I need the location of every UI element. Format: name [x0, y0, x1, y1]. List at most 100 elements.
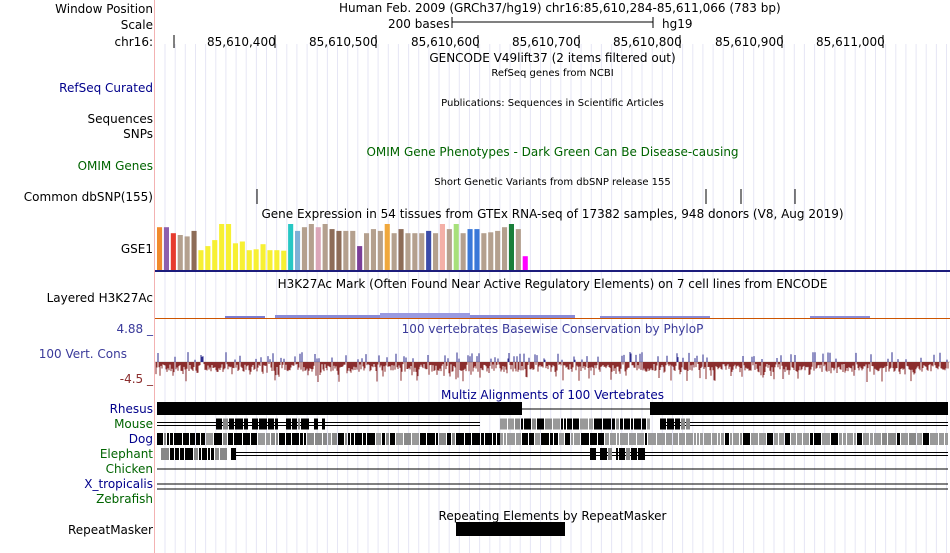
- alignment-block: [667, 418, 674, 430]
- alignment-block-weak: [679, 433, 680, 445]
- omim-track-label[interactable]: OMIM Genes: [77, 159, 153, 173]
- alignment-block: [524, 418, 531, 430]
- alignment-block-weak: [507, 433, 515, 445]
- alignment-block: [681, 418, 685, 430]
- gtex-bar: [502, 227, 508, 270]
- alignment-block: [537, 418, 544, 430]
- gtex-bar: [301, 227, 307, 270]
- alignment-block: [304, 433, 306, 445]
- ruler-tick-label: 85,610,600: [411, 35, 480, 49]
- alignment-block: [228, 433, 233, 445]
- species-label-elephant[interactable]: Elephant: [99, 447, 153, 461]
- species-label-zebrafish[interactable]: Zebrafish: [96, 492, 153, 506]
- publications-track-title[interactable]: Publications: Sequences in Scientific Ar…: [441, 98, 664, 109]
- alignment-block: [831, 433, 838, 445]
- alignment-block-weak: [516, 433, 521, 445]
- alignment-block: [564, 418, 566, 430]
- alignment-block: [404, 433, 411, 445]
- gtex-bar: [384, 224, 390, 270]
- alignment-block: [515, 418, 520, 430]
- h3k27ac-track-label[interactable]: Layered H3K27Ac: [46, 291, 153, 305]
- alignment-block: [660, 418, 666, 430]
- alignment-block: [767, 433, 773, 445]
- conservation-track-title[interactable]: 100 vertebrates Basewise Conservation by…: [401, 322, 704, 336]
- omim-track-title[interactable]: OMIM Gene Phenotypes - Dark Green Can Be…: [366, 145, 739, 159]
- alignment-block: [292, 433, 299, 445]
- species-label-x-tropicalis[interactable]: X_tropicalis: [84, 477, 153, 491]
- gtex-bar: [439, 224, 445, 270]
- alignment-block: [259, 418, 267, 430]
- species-label-rhesus[interactable]: Rhesus: [109, 402, 153, 416]
- alignment-block: [634, 418, 641, 430]
- alignment-block: [214, 433, 222, 445]
- alignment-block: [307, 433, 314, 445]
- h3k27ac-track-title[interactable]: H3K27Ac Mark (Often Found Near Active Re…: [277, 277, 828, 291]
- alignment-block-weak: [721, 433, 724, 445]
- alignment-block: [382, 433, 385, 445]
- repeatmasker-track-title[interactable]: Repeating Elements by RepeatMasker: [438, 509, 667, 523]
- sequences-track-label[interactable]: Sequences: [87, 112, 153, 126]
- conservation-track-label[interactable]: 100 Vert. Cons: [38, 347, 127, 361]
- species-label-mouse[interactable]: Mouse: [114, 417, 153, 431]
- gtex-bar: [522, 256, 528, 270]
- gtex-bar: [336, 230, 342, 270]
- alignment-block: [573, 418, 579, 430]
- scale-bar-label: 200 bases: [388, 17, 450, 31]
- repeatmasker-track-label[interactable]: RepeatMasker: [67, 523, 153, 537]
- alignment-block: [355, 433, 362, 445]
- gencode-track-title[interactable]: GENCODE V49lift37 (2 items filtered out): [429, 51, 676, 65]
- alignment-block: [220, 448, 227, 460]
- alignment-block: [338, 433, 344, 445]
- ruler-tick-label: 85,610,500: [309, 35, 378, 49]
- gtex-bar: [246, 250, 252, 270]
- dbsnp-track-label[interactable]: Common dbSNP(155): [23, 190, 153, 204]
- gtex-track-title[interactable]: Gene Expression in 54 tissues from GTEx …: [261, 207, 844, 221]
- alignment-block: [545, 418, 552, 430]
- snps-track-label[interactable]: SNPs: [123, 127, 153, 141]
- alignment-block: [231, 448, 236, 460]
- alignment-block-weak: [839, 433, 842, 445]
- alignment-block: [363, 433, 366, 445]
- alignment-block: [857, 433, 862, 445]
- alignment-block-weak: [657, 433, 665, 445]
- alignment-block: [481, 433, 484, 445]
- alignment-block-weak: [843, 433, 846, 445]
- dbsnp-track-title[interactable]: Short Genetic Variants from dbSNP releas…: [434, 177, 671, 188]
- alignment-block: [251, 433, 257, 445]
- gtex-bar: [260, 244, 266, 270]
- multiz-track-title[interactable]: Multiz Alignments of 100 Vertebrates: [440, 388, 665, 402]
- conservation-max-label: 4.88 _: [116, 322, 153, 336]
- alignment-block-weak: [589, 418, 593, 430]
- species-label-chicken[interactable]: Chicken: [105, 462, 153, 476]
- gtex-gene-label[interactable]: GSE1: [120, 242, 153, 256]
- alignment-block-weak: [791, 433, 796, 445]
- alignment-block: [590, 448, 596, 460]
- alignment-block: [598, 433, 604, 445]
- refseq-track-label[interactable]: RefSeq Curated: [59, 81, 153, 95]
- chrom-label: chr16:: [114, 35, 153, 49]
- alignment-block: [521, 418, 523, 430]
- alignment-block: [909, 433, 916, 445]
- alignment-block: [201, 433, 205, 445]
- alignment-block: [882, 433, 887, 445]
- gtex-bar: [343, 230, 349, 270]
- alignment-block: [675, 418, 680, 430]
- alignment-block-weak: [759, 433, 766, 445]
- alignment-block-weak: [700, 433, 703, 445]
- alignment-block-weak: [617, 433, 619, 445]
- species-label-dog[interactable]: Dog: [128, 432, 153, 446]
- alignment-block: [619, 448, 625, 460]
- gtex-bar: [212, 240, 218, 270]
- alignment-block: [386, 433, 389, 445]
- refseq-track-title[interactable]: RefSeq genes from NCBI: [491, 68, 614, 79]
- alignment-block: [244, 418, 248, 430]
- alignment-block: [194, 448, 198, 460]
- image-left-edge: [154, 0, 155, 553]
- alignment-block: [315, 433, 322, 445]
- gtex-bar: [495, 230, 501, 270]
- alignment-block: [612, 418, 615, 430]
- alignment-block-weak: [535, 433, 540, 445]
- window-position-value[interactable]: Human Feb. 2009 (GRCh37/hg19) chr16:85,6…: [339, 1, 781, 15]
- gtex-bar: [364, 233, 370, 270]
- alignment-block: [175, 448, 179, 460]
